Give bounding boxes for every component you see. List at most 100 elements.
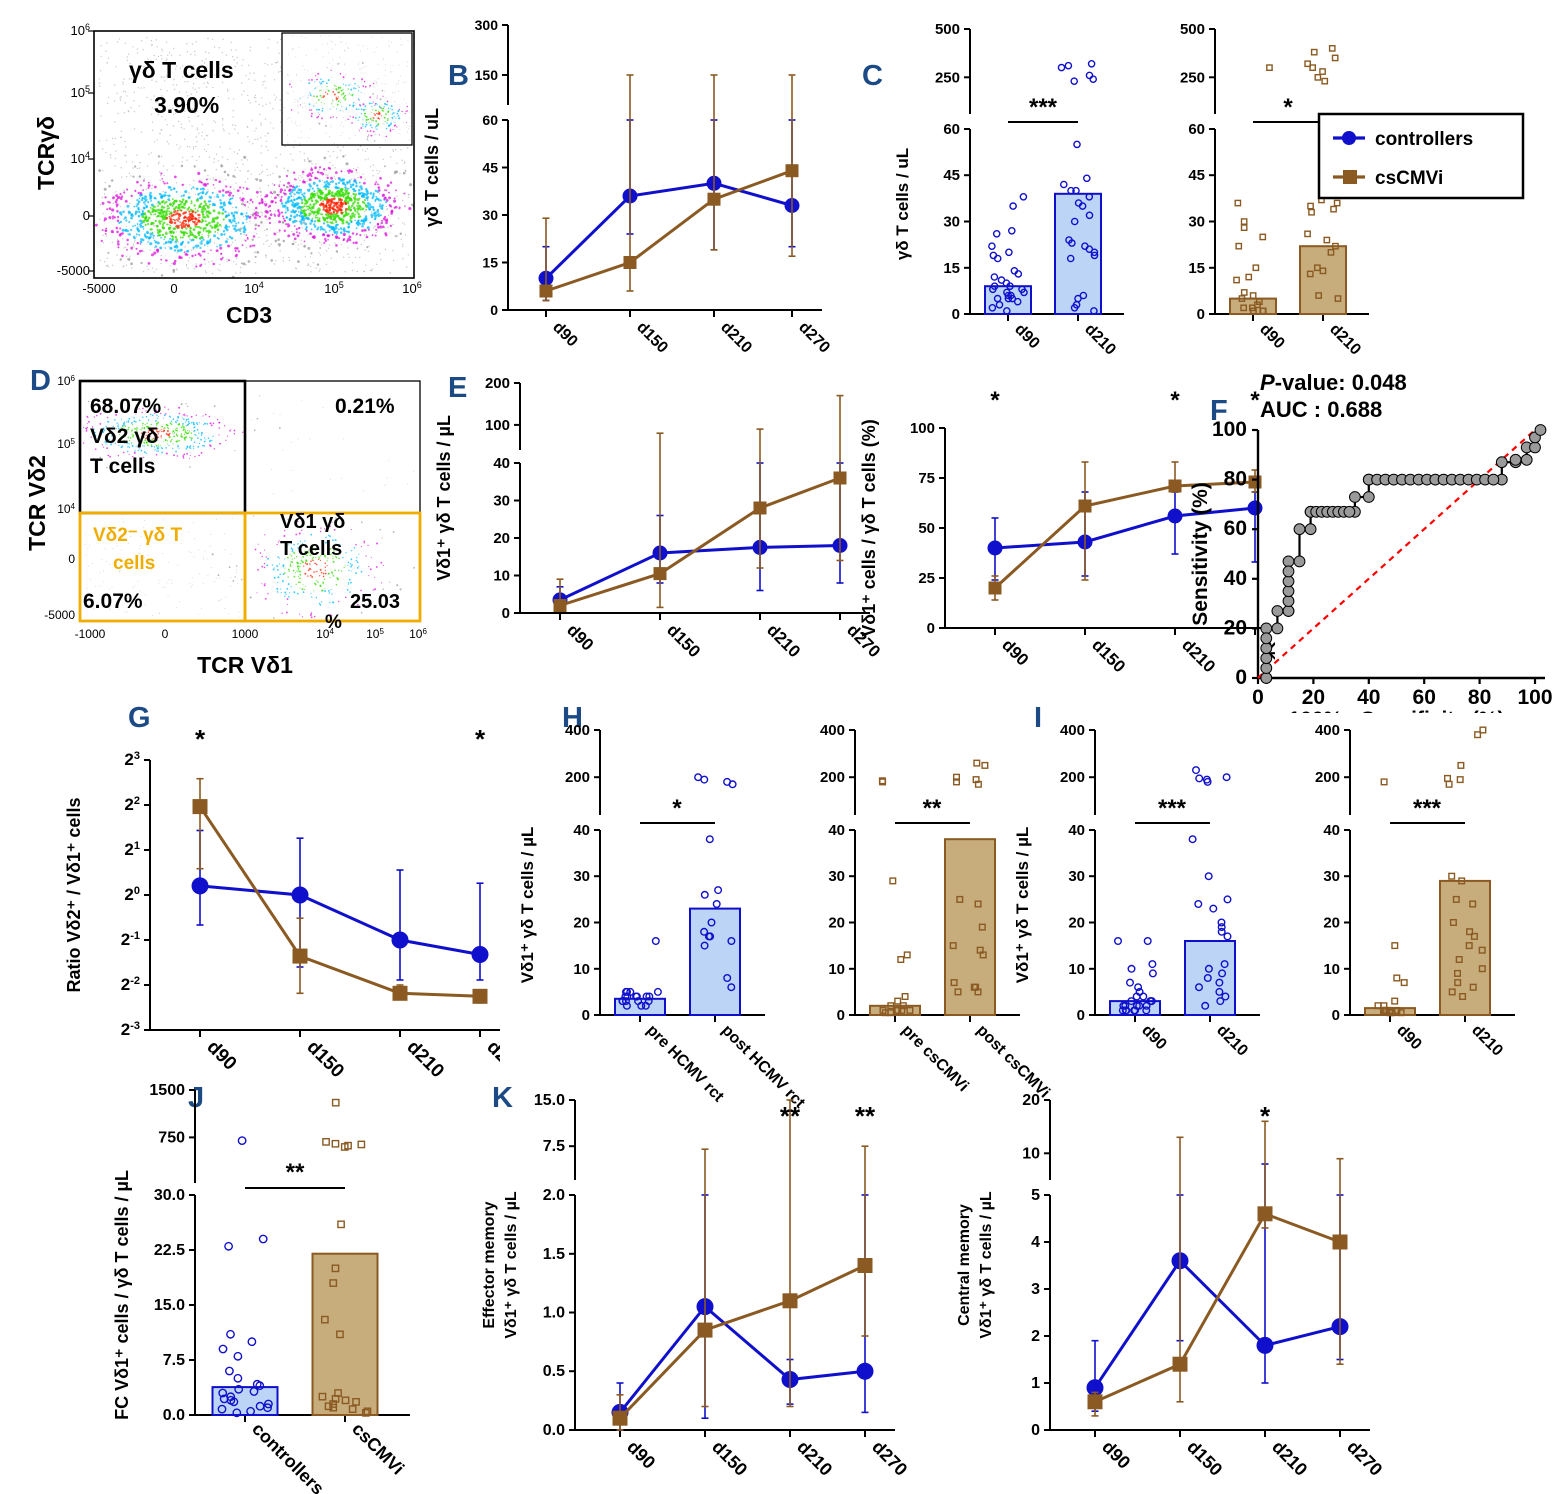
svg-text:1000: 1000 xyxy=(232,627,259,641)
svg-text:Effector memory: Effector memory xyxy=(481,1201,498,1328)
svg-text:d150: d150 xyxy=(1183,1437,1226,1480)
svg-text:45: 45 xyxy=(482,160,498,176)
svg-text:-5000: -5000 xyxy=(44,608,75,622)
svg-text:csCMVi: csCMVi xyxy=(348,1419,408,1479)
svg-text:400: 400 xyxy=(1060,722,1085,739)
svg-text:40: 40 xyxy=(1068,822,1085,839)
svg-text:200: 200 xyxy=(820,769,845,786)
svg-text:0.5: 0.5 xyxy=(543,1363,565,1380)
svg-text:40: 40 xyxy=(493,455,510,472)
svg-text:d90: d90 xyxy=(1098,1437,1134,1473)
svg-text:20: 20 xyxy=(124,885,140,904)
svg-text:***: *** xyxy=(1029,94,1058,121)
svg-text:0: 0 xyxy=(1332,1007,1340,1024)
svg-text:20: 20 xyxy=(1068,915,1085,932)
svg-text:*: * xyxy=(195,724,206,754)
svg-text:d210: d210 xyxy=(1326,321,1364,354)
svg-text:400: 400 xyxy=(1315,722,1340,739)
svg-text:0: 0 xyxy=(1252,686,1264,709)
svg-text:Vδ2⁻ γδ T: Vδ2⁻ γδ T xyxy=(93,525,182,546)
svg-text:22.5: 22.5 xyxy=(154,1242,185,1259)
svg-text:2-2: 2-2 xyxy=(121,975,140,994)
svg-text:104: 104 xyxy=(57,502,75,517)
svg-text:0.0: 0.0 xyxy=(163,1407,185,1424)
svg-text:60: 60 xyxy=(1188,121,1205,138)
svg-text:AUC : 0.688: AUC : 0.688 xyxy=(1260,397,1382,422)
svg-text:d210: d210 xyxy=(1213,1022,1251,1055)
svg-text:γδ T cells: γδ T cells xyxy=(129,57,234,83)
svg-text:0: 0 xyxy=(1031,1422,1040,1439)
svg-text:10: 10 xyxy=(573,961,590,978)
svg-text:3: 3 xyxy=(1031,1281,1040,1298)
svg-text:Vδ1 γδ: Vδ1 γδ xyxy=(280,511,345,533)
svg-text:d210: d210 xyxy=(1468,1022,1506,1055)
svg-text:d90: d90 xyxy=(549,319,581,351)
svg-text:Sensitivity (%): Sensitivity (%) xyxy=(1190,482,1212,626)
svg-text:0: 0 xyxy=(490,302,498,318)
svg-text:68.07%: 68.07% xyxy=(90,395,162,418)
svg-text:controllers: controllers xyxy=(1375,129,1473,150)
svg-text:4: 4 xyxy=(1031,1234,1040,1251)
svg-text:0: 0 xyxy=(1197,306,1205,323)
svg-text:7.5: 7.5 xyxy=(543,1138,565,1155)
svg-text:60: 60 xyxy=(1224,517,1247,540)
svg-text:0.21%: 0.21% xyxy=(335,395,395,418)
svg-text:**: ** xyxy=(855,1101,876,1131)
svg-text:22: 22 xyxy=(124,795,140,814)
svg-text:**: ** xyxy=(923,795,942,822)
svg-text:400: 400 xyxy=(565,722,590,739)
svg-text:TCR Vδ1: TCR Vδ1 xyxy=(197,652,293,678)
svg-text:30: 30 xyxy=(943,214,960,231)
svg-text:d210: d210 xyxy=(763,620,804,661)
svg-text:105: 105 xyxy=(366,627,384,642)
svg-text:20: 20 xyxy=(1224,616,1247,639)
svg-text:75: 75 xyxy=(918,470,935,487)
svg-text:200: 200 xyxy=(565,769,590,786)
svg-text:Vδ1⁺ γδ T cells / µL: Vδ1⁺ γδ T cells / µL xyxy=(503,1191,520,1339)
svg-text:*: * xyxy=(475,724,486,754)
svg-text:200: 200 xyxy=(1315,769,1340,786)
svg-text:25: 25 xyxy=(918,570,935,587)
svg-text:45: 45 xyxy=(1188,167,1205,184)
svg-text:45: 45 xyxy=(943,167,960,184)
svg-text:0: 0 xyxy=(162,627,169,641)
svg-text:150: 150 xyxy=(475,67,499,83)
svg-text:100: 100 xyxy=(1517,686,1552,709)
svg-text:d210: d210 xyxy=(1268,1437,1311,1480)
svg-text:1500: 1500 xyxy=(149,1082,185,1099)
svg-text:d210: d210 xyxy=(717,319,755,357)
svg-text:P-value: 0.048: P-value: 0.048 xyxy=(1260,370,1407,395)
svg-text:2-3: 2-3 xyxy=(121,1020,140,1039)
svg-text:T cells: T cells xyxy=(280,538,342,560)
svg-text:1: 1 xyxy=(1031,1375,1040,1392)
svg-text:csCMVi: csCMVi xyxy=(1375,168,1443,189)
svg-text:100: 100 xyxy=(910,420,935,437)
svg-text:d90: d90 xyxy=(1011,321,1043,353)
svg-text:d210: d210 xyxy=(793,1437,836,1480)
svg-text:106: 106 xyxy=(57,374,75,389)
svg-text:2.0: 2.0 xyxy=(543,1187,565,1204)
svg-text:d270: d270 xyxy=(795,319,833,357)
svg-text:TCRγδ: TCRγδ xyxy=(33,116,59,190)
svg-text:30: 30 xyxy=(828,868,845,885)
svg-text:20: 20 xyxy=(828,915,845,932)
svg-text:γδ T cells / uL: γδ T cells / uL xyxy=(893,148,912,260)
svg-text:60: 60 xyxy=(1413,686,1436,709)
svg-text:*: * xyxy=(672,795,682,822)
svg-text:100% - Specificity (%): 100% - Specificity (%) xyxy=(1289,708,1505,713)
svg-text:2: 2 xyxy=(1031,1328,1040,1345)
svg-text:**: ** xyxy=(780,1101,801,1131)
svg-text:Vδ1⁺ γδ T cells / µL: Vδ1⁺ γδ T cells / µL xyxy=(978,1191,995,1339)
svg-text:40: 40 xyxy=(1323,822,1340,839)
svg-text:TCR Vδ2: TCR Vδ2 xyxy=(24,455,50,551)
svg-text:400: 400 xyxy=(820,722,845,739)
svg-text:FC Vδ1⁺ cells / γδ T cells / µ: FC Vδ1⁺ cells / γδ T cells / µL xyxy=(112,1170,132,1420)
svg-text:d150: d150 xyxy=(1088,635,1129,676)
svg-text:200: 200 xyxy=(1060,769,1085,786)
svg-text:20: 20 xyxy=(1302,686,1325,709)
svg-text:80: 80 xyxy=(1468,686,1491,709)
svg-text:d90: d90 xyxy=(563,620,597,654)
svg-text:250: 250 xyxy=(1180,69,1205,86)
svg-text:30: 30 xyxy=(482,207,498,223)
svg-text:***: *** xyxy=(1413,795,1442,822)
